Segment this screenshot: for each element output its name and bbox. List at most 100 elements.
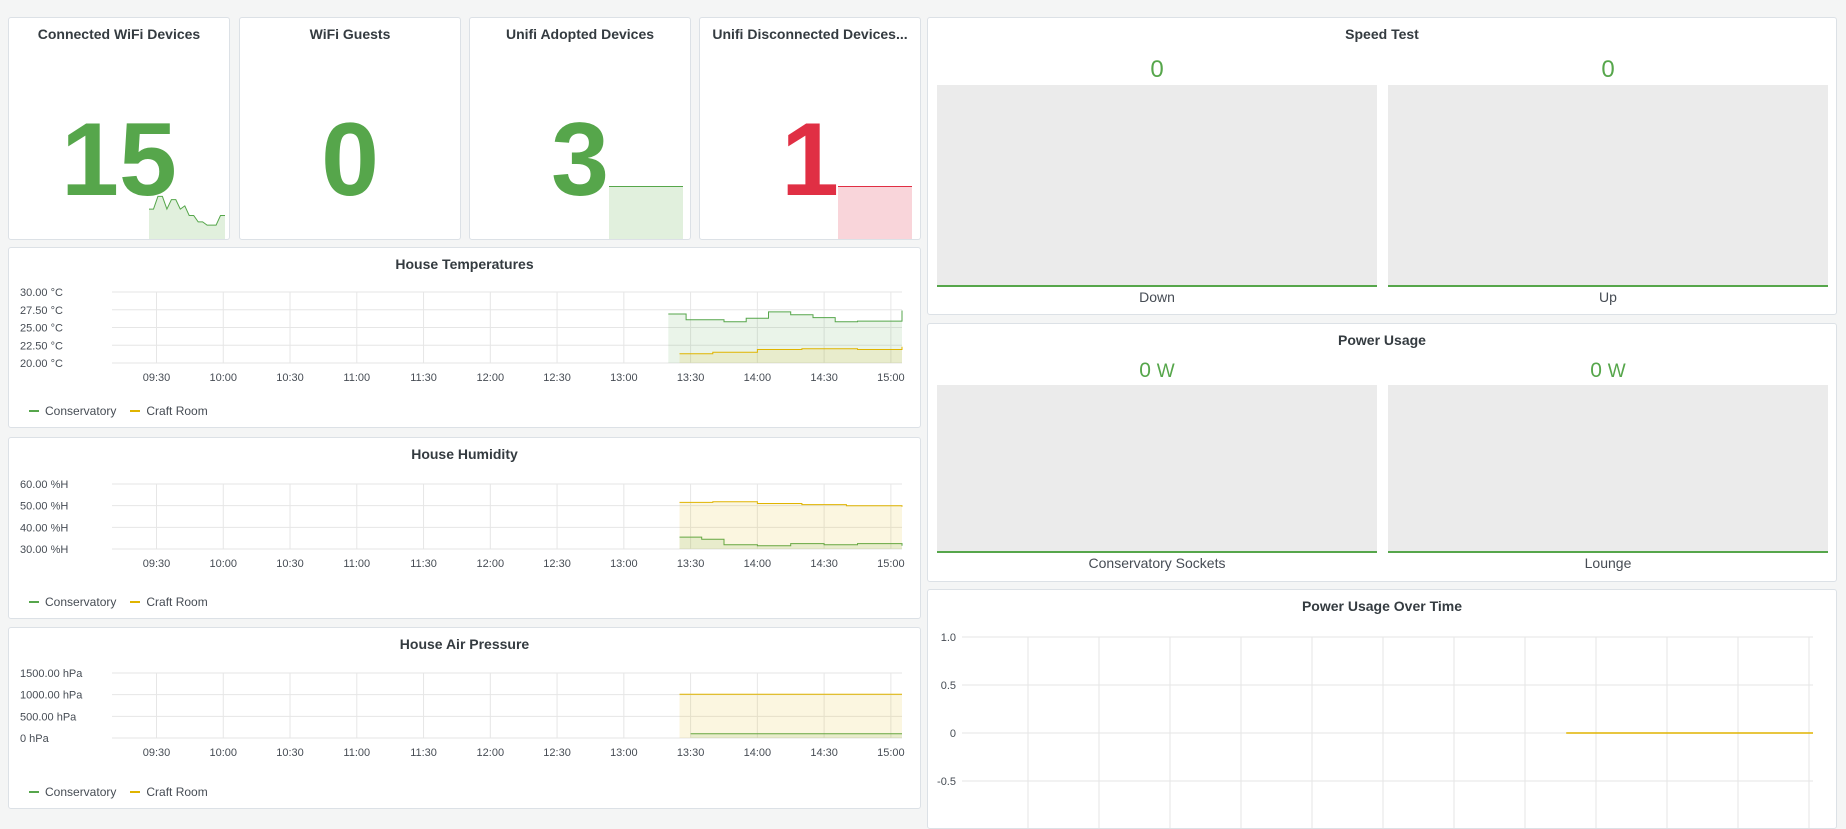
x-tick-label: 11:00 — [343, 558, 370, 570]
legend: Conservatory Craft Room — [29, 785, 208, 799]
y-tick-label: 1.0 — [941, 632, 956, 644]
panel-title: Unifi Disconnected Devices... — [712, 26, 908, 42]
sparkline-unifi-disconnected — [838, 186, 912, 239]
legend: Conservatory Craft Room — [29, 595, 208, 609]
series-line-craft-room — [679, 501, 903, 507]
stat-value: 15 — [61, 102, 177, 218]
series-area-conservatory — [690, 733, 902, 738]
legend: Conservatory Craft Room — [29, 404, 208, 418]
gauge-label-lounge: Lounge — [1584, 555, 1632, 571]
panel-title: House Humidity — [411, 446, 518, 462]
house-temperatures-chart: 30.00 °C 27.50 °C 25.00 °C 22.50 °C 20.00 °C… — [20, 287, 905, 384]
gauge-value-lounge: 0 W — [1590, 359, 1626, 382]
y-tick-label: 1500.00 hPa — [20, 668, 83, 680]
power-usage-panel[interactable]: Power Usage 0 W Conservatory Sockets 0 W… — [927, 323, 1837, 582]
y-tick-label: 60.00 %H — [20, 479, 68, 491]
series-area-conservatory — [668, 310, 902, 363]
y-tick-label: 0 — [950, 728, 956, 740]
y-tick-label: 1000.00 hPa — [20, 690, 83, 702]
y-tick-label: 0.5 — [941, 680, 956, 692]
panel-title: Unifi Adopted Devices — [505, 26, 655, 42]
x-tick-label: 14:30 — [810, 558, 838, 570]
x-tick-label: 13:00 — [610, 747, 638, 759]
x-tick-label: 09:30 — [143, 372, 171, 384]
gauge-value-up: 0 — [1601, 56, 1615, 83]
gauge-value-conservatory-sockets: 0 W — [1139, 359, 1175, 382]
panel-title: WiFi Guests — [309, 26, 391, 42]
series-area-conservatory — [679, 537, 902, 549]
x-tick-label: 10:00 — [210, 747, 238, 759]
house-temperatures-panel[interactable]: House Temperatures 30.00 °C 27.50 °C 25.00… — [8, 247, 921, 428]
x-tick-label: 14:00 — [744, 747, 772, 759]
house-air-pressure-panel[interactable]: House Air Pressure 1500.00 hPa 1000.00 hP… — [8, 627, 921, 809]
legend-item-conservatory[interactable]: Conservatory — [29, 595, 116, 609]
stat-value: 1 — [781, 102, 839, 218]
x-tick-label: 10:00 — [210, 558, 238, 570]
house-air-pressure-chart: 1500.00 hPa 1000.00 hPa 500.00 hPa 0 hPa 09:… — [20, 668, 905, 759]
stat-value: 3 — [551, 102, 609, 218]
stat-panel-unifi-adopted[interactable]: Unifi Adopted Devices 3 — [469, 17, 691, 240]
y-tick-label: 20.00 °C — [20, 358, 63, 370]
legend-item-craft-room[interactable]: Craft Room — [130, 785, 208, 799]
y-tick-label: 30.00 %H — [20, 544, 68, 556]
x-tick-label: 10:30 — [276, 747, 304, 759]
x-tick-label: 15:00 — [877, 372, 905, 384]
x-tick-label: 14:00 — [744, 372, 772, 384]
y-tick-label: 25.00 °C — [20, 323, 63, 335]
x-tick-label: 13:30 — [677, 747, 705, 759]
legend-item-craft-room[interactable]: Craft Room — [130, 595, 208, 609]
stat-value: 0 — [321, 102, 379, 218]
x-tick-label: 12:30 — [543, 372, 571, 384]
stat-panel-connected-wifi[interactable]: Connected WiFi Devices 15 — [8, 17, 230, 240]
x-tick-label: 10:30 — [276, 558, 304, 570]
x-tick-label: 11:30 — [410, 747, 437, 759]
gauge-conservatory-sockets — [937, 385, 1377, 553]
sparkline-line — [149, 195, 225, 226]
gauge-label-down: Down — [1139, 289, 1175, 305]
y-tick-label: 0 hPa — [20, 733, 50, 745]
legend-item-conservatory[interactable]: Conservatory — [29, 404, 116, 418]
house-humidity-chart: 60.00 %H 50.00 %H 40.00 %H 30.00 %H 09:30 10:… — [20, 479, 905, 570]
gauge-down — [937, 85, 1377, 287]
speed-test-panel[interactable]: Speed Test 0 Down 0 Up — [927, 17, 1837, 315]
panel-title: Power Usage Over Time — [1301, 598, 1463, 614]
gauge-label-up: Up — [1599, 289, 1617, 305]
x-tick-label: 15:00 — [877, 747, 905, 759]
panel-title: Power Usage — [1338, 332, 1426, 348]
gauge-lounge — [1388, 385, 1828, 553]
x-tick-label: 11:30 — [410, 558, 437, 570]
x-tick-label: 11:00 — [343, 747, 370, 759]
legend-item-craft-room[interactable]: Craft Room — [130, 404, 208, 418]
panel-title: Speed Test — [1345, 26, 1419, 42]
house-humidity-panel[interactable]: House Humidity 60.00 %H 50.00 %H 40.00 %H 3… — [8, 437, 921, 619]
sparkline-unifi-adopted — [609, 186, 683, 239]
x-tick-label: 11:00 — [343, 372, 370, 384]
x-tick-label: 12:00 — [477, 747, 505, 759]
x-tick-label: 12:30 — [543, 558, 571, 570]
x-tick-label: 14:30 — [810, 747, 838, 759]
y-tick-label: 30.00 °C — [20, 287, 63, 299]
x-tick-label: 15:00 — [877, 558, 905, 570]
series-line-conservatory — [679, 536, 903, 547]
power-usage-over-time-panel[interactable]: Power Usage Over Time 1.0 0.5 0 -0.5 — [927, 589, 1837, 829]
y-tick-label: 50.00 %H — [20, 501, 68, 513]
legend-item-conservatory[interactable]: Conservatory — [29, 785, 116, 799]
series-area-craft-room — [679, 694, 902, 738]
y-tick-label: 40.00 %H — [20, 522, 68, 534]
gauge-label-conservatory-sockets: Conservatory Sockets — [1088, 555, 1226, 571]
stat-panel-wifi-guests[interactable]: WiFi Guests 0 — [239, 17, 461, 240]
sparkline-connected-wifi — [149, 195, 225, 239]
x-tick-label: 14:00 — [744, 558, 772, 570]
x-tick-label: 13:30 — [677, 558, 705, 570]
series-line-craft-room — [679, 346, 903, 355]
x-tick-label: 09:30 — [143, 747, 171, 759]
x-tick-label: 12:30 — [543, 747, 571, 759]
series-line-conservatory — [668, 310, 903, 323]
series-area-craft-room — [679, 346, 902, 363]
x-tick-label: 14:30 — [810, 372, 838, 384]
panel-title: House Temperatures — [395, 256, 534, 272]
x-tick-label: 12:00 — [477, 372, 505, 384]
stat-panel-unifi-disconnected[interactable]: Unifi Disconnected Devices... 1 — [699, 17, 921, 240]
x-tick-label: 10:30 — [276, 372, 304, 384]
power-usage-over-time-chart: 1.0 0.5 0 -0.5 — [937, 632, 1813, 828]
